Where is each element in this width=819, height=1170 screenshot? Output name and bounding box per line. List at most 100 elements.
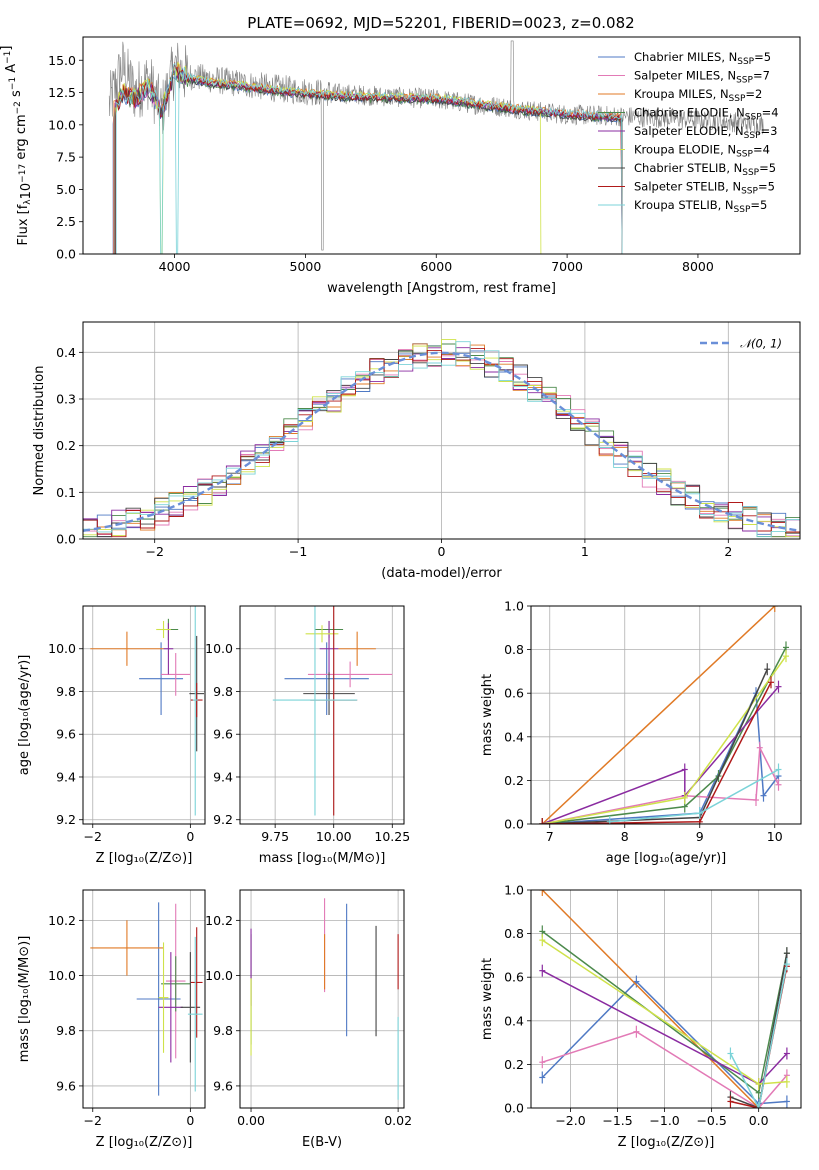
weight-series-line <box>730 953 788 1108</box>
histogram-series-line <box>83 341 800 538</box>
legend-label: 𝒩(0, 1) <box>740 337 782 351</box>
y-axis-label-part: −17 <box>18 164 28 183</box>
residual-histogram-panel: −2 −1 0 1 2 0.0 0.1 0.2 0.3 0.4 (data-model)/error… <box>32 321 801 581</box>
y-tick-label: 2.5 <box>56 214 76 229</box>
y-axis-label: age [log₁₀(age/yr)] <box>17 655 32 776</box>
legend-label-part: Kroupa ELODIE, N <box>634 143 736 157</box>
x-tick-label: −2 <box>84 829 102 844</box>
y-tick-label: 9.8 <box>56 1023 76 1038</box>
legend-label-part: Chabrier MILES, N <box>634 50 737 64</box>
x-tick-label: −2.0 <box>555 1113 585 1128</box>
x-tick-label: 2 <box>724 544 732 559</box>
y-tick-label: 9.8 <box>213 1023 233 1038</box>
y-tick-label: 0.6 <box>504 970 524 985</box>
x-tick-label: 7 <box>546 829 554 844</box>
x-axis-label: E(B-V) <box>302 1135 342 1150</box>
model-spectrum-line <box>115 62 623 254</box>
y-tick-label: 1.0 <box>504 599 524 614</box>
weight-lines <box>539 890 790 1108</box>
y-tick-label: 9.8 <box>213 684 233 699</box>
plot-frame <box>239 889 405 1109</box>
y-tick-label: 7.5 <box>56 150 76 165</box>
histogram-steps <box>83 339 800 538</box>
x-tick-label: 0.00 <box>237 1113 265 1128</box>
x-tick-label: 10.00 <box>316 829 352 844</box>
mass-weight-vs-metallicity-panel: −2.0 −1.5 −1.0 −0.5 0.0 0.0 0.2 0.4 0.6 0.8 1.0 Z [… <box>480 883 802 1150</box>
x-tick-label: 10.25 <box>374 829 410 844</box>
legend-label-part: SSP <box>745 113 762 123</box>
y-tick-label: 9.2 <box>213 812 233 827</box>
y-tick-label: 0.1 <box>56 485 76 500</box>
x-tick-label: 8000 <box>682 259 714 274</box>
spectrum-lines <box>108 40 764 254</box>
x-tick-label: 0 <box>186 1113 194 1128</box>
y-tick-label: 10.2 <box>205 913 233 928</box>
x-tick-label: 9 <box>696 829 704 844</box>
y-axis-label-part: −1 <box>3 51 13 64</box>
y-tick-label: 0.0 <box>56 532 76 547</box>
weight-series-line <box>729 963 788 1108</box>
x-tick-label: 0 <box>438 544 446 559</box>
x-tick-label: 10 <box>767 829 783 844</box>
legend-label-part: =5 <box>754 50 771 64</box>
y-tick-label: 9.8 <box>56 684 76 699</box>
y-axis-label-part: A <box>4 64 19 77</box>
y-axis-label-part: −1 <box>8 77 18 90</box>
legend-label-part: Chabrier ELODIE, N <box>634 106 745 120</box>
plot-frame <box>530 889 802 1109</box>
x-tick-label: 4000 <box>159 259 191 274</box>
y-tick-label: 9.4 <box>213 769 233 784</box>
x-tick-label: 8 <box>621 829 629 844</box>
x-axis-label: Z [log₁₀(Z/Z⊙)] <box>96 1135 193 1150</box>
y-tick-label: 0.2 <box>504 773 524 788</box>
legend-label-part: Kroupa STELIB, N <box>634 198 734 212</box>
weight-series-line <box>542 744 780 824</box>
x-tick-label: 0.0 <box>749 1113 769 1128</box>
y-tick-label: 9.6 <box>56 727 76 742</box>
y-axis-label-part: s <box>9 90 24 101</box>
y-tick-label: 0.4 <box>56 345 76 360</box>
y-axis-label-part: λ <box>23 199 33 205</box>
x-tick-label: 7000 <box>551 259 583 274</box>
weight-series-line <box>542 1030 788 1108</box>
y-tick-label: 9.6 <box>213 727 233 742</box>
histogram-series-line <box>83 347 800 538</box>
legend-label: Salpeter STELIB, NSSP=5 <box>634 180 775 197</box>
legend-label-part: SSP <box>736 150 753 160</box>
legend-label: Kroupa ELODIE, NSSP=4 <box>634 143 770 160</box>
legend-label: Chabrier ELODIE, NSSP=4 <box>634 106 779 123</box>
y-tick-label: 10.0 <box>48 117 76 132</box>
y-tick-label: 0.2 <box>504 1057 524 1072</box>
y-tick-label: 0.8 <box>504 926 524 941</box>
legend-label-part: SSP <box>737 57 754 67</box>
x-axis-label: Z [log₁₀(Z/Z⊙)] <box>618 1135 715 1150</box>
y-axis-label: Normed distribution <box>32 366 47 496</box>
legend-label: Salpeter MILES, NSSP=7 <box>634 69 770 86</box>
spectrum-panel: 4000 5000 6000 7000 8000 0.0 2.5 5.0 7.5 10.0 12.5… <box>0 36 801 296</box>
plot-frame <box>82 36 801 255</box>
y-tick-label: 10.2 <box>48 913 76 928</box>
plot-frame <box>239 605 405 825</box>
y-tick-label: 9.2 <box>56 812 76 827</box>
y-tick-label: 1.0 <box>504 883 524 898</box>
y-tick-label: 5.0 <box>56 182 76 197</box>
y-tick-label: 0.0 <box>504 817 524 832</box>
plot-frame <box>82 605 206 825</box>
legend-label-part: =4 <box>753 143 770 157</box>
x-axis-label: wavelength [Angstrom, rest frame] <box>327 281 556 296</box>
x-tick-label: −1 <box>289 544 307 559</box>
legend-label-part: =3 <box>761 124 778 138</box>
y-tick-label: 15.0 <box>48 53 76 68</box>
y-axis-label: mass weight <box>480 674 495 756</box>
mass-vs-ebv-panel: 0.00 0.02 9.6 9.8 10.0 10.2 E(B-V) <box>205 889 412 1150</box>
y-tick-label: 9.6 <box>56 1078 76 1093</box>
plot-frame <box>82 889 206 1109</box>
model-spectrum-line <box>115 63 623 254</box>
legend-label-part: Salpeter ELODIE, N <box>634 124 744 138</box>
x-tick-label: −2 <box>145 544 163 559</box>
weight-series-line <box>541 606 776 824</box>
x-tick-label: −0.5 <box>696 1113 726 1128</box>
legend-label: Chabrier MILES, NSSP=5 <box>634 50 771 67</box>
x-axis-label: (data-model)/error <box>381 566 502 581</box>
